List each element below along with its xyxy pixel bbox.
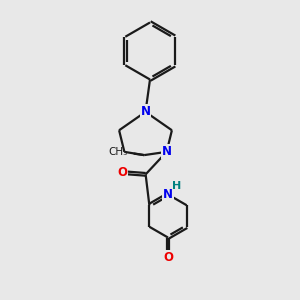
Text: N: N <box>140 105 151 119</box>
Text: O: O <box>163 251 173 264</box>
Text: O: O <box>118 167 128 179</box>
Text: N: N <box>162 146 172 158</box>
Text: CH₃: CH₃ <box>108 147 128 157</box>
Text: N: N <box>163 188 173 201</box>
Text: H: H <box>172 181 181 191</box>
